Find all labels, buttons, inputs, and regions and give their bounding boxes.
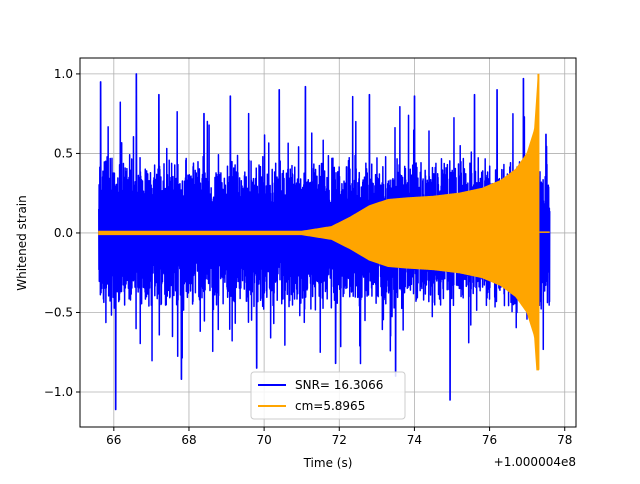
y-tick-label: 0.0 bbox=[54, 226, 73, 240]
series-snr bbox=[98, 73, 551, 411]
legend-label-snr: SNR= 16.3066 bbox=[295, 378, 383, 392]
legend: SNR= 16.3066 cm=5.8965 bbox=[250, 371, 406, 420]
series-snr-line bbox=[98, 73, 551, 411]
x-axis-label: Time (s) bbox=[303, 456, 353, 470]
x-tick-label: 70 bbox=[256, 433, 271, 447]
x-axis: 66 68 70 72 74 76 78 bbox=[106, 427, 572, 447]
legend-label-cm: cm=5.8965 bbox=[295, 399, 365, 413]
y-tick-label: −1.0 bbox=[44, 385, 73, 399]
x-tick-label: 66 bbox=[106, 433, 121, 447]
x-tick-label: 68 bbox=[181, 433, 196, 447]
y-axis: 1.0 0.5 0.0 −0.5 −1.0 bbox=[44, 67, 80, 399]
x-tick-label: 74 bbox=[407, 433, 422, 447]
plot-frame bbox=[79, 57, 577, 428]
y-tick-label: 1.0 bbox=[54, 67, 73, 81]
y-tick-label: 0.5 bbox=[54, 146, 73, 160]
x-offset-label: +1.000004e8 bbox=[494, 455, 576, 469]
x-tick-label: 72 bbox=[332, 433, 347, 447]
x-tick-label: 76 bbox=[482, 433, 497, 447]
y-axis-label: Whitened strain bbox=[15, 195, 29, 291]
x-tick-label: 78 bbox=[557, 433, 572, 447]
y-tick-label: −0.5 bbox=[44, 305, 73, 319]
series-cm bbox=[98, 73, 550, 371]
legend-box bbox=[250, 371, 406, 420]
